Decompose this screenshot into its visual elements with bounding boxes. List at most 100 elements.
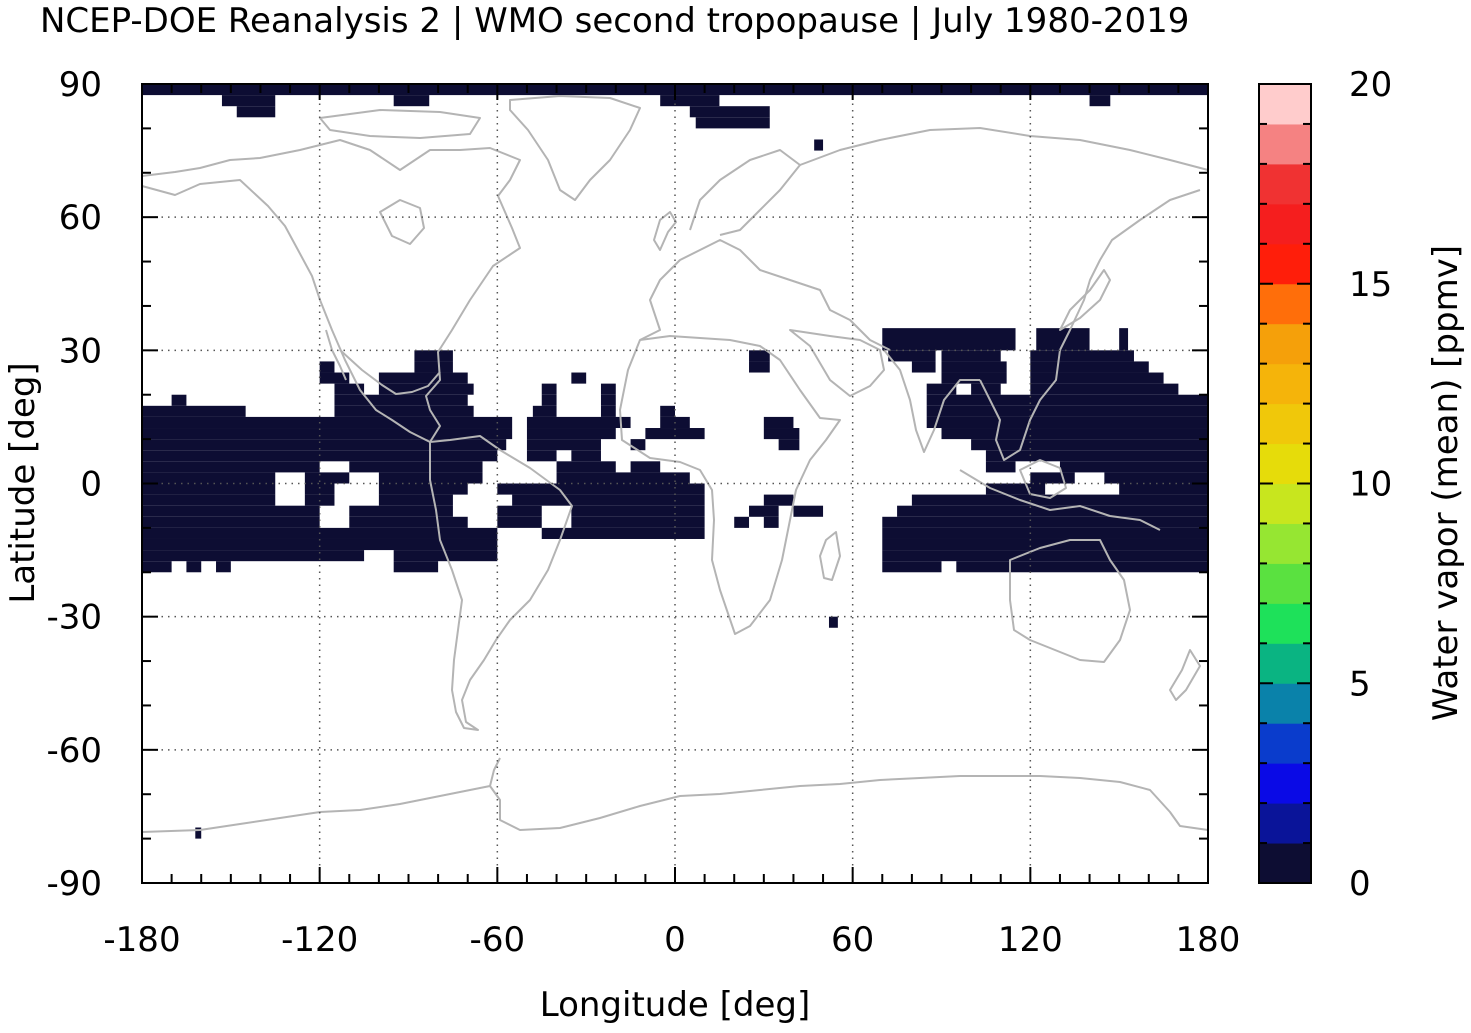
colorbar-swatch <box>1259 483 1311 524</box>
y-axis-label: Latitude [deg] <box>3 362 43 603</box>
heatmap-cell <box>497 505 542 517</box>
heatmap-cell <box>749 361 770 373</box>
heatmap-cell <box>1089 95 1111 107</box>
heatmap-cell <box>334 383 365 395</box>
heatmap-cell <box>695 117 770 129</box>
colorbar-swatch <box>1259 203 1311 245</box>
y-tick-label: -90 <box>46 864 102 904</box>
chart-title: NCEP-DOE Reanalysis 2 | WMO second tropo… <box>40 1 1189 41</box>
heatmap-cell <box>882 516 1208 528</box>
heatmap-cell <box>142 494 276 506</box>
heatmap-cell <box>216 561 231 573</box>
heatmap-cell <box>926 416 1208 429</box>
x-tick-label: -180 <box>103 920 180 960</box>
heatmap-cell <box>1030 472 1075 484</box>
heatmap-cell <box>882 561 942 573</box>
x-tick-label: 0 <box>664 920 686 960</box>
colorbar <box>1258 83 1312 884</box>
x-tick-label: 60 <box>831 920 874 960</box>
coastline-madagascar <box>819 531 841 581</box>
heatmap-cell <box>911 361 936 373</box>
colorbar-tick-label: 0 <box>1349 864 1371 904</box>
plot-area <box>141 83 1209 884</box>
heatmap-cell <box>600 405 616 417</box>
heatmap-cell <box>414 361 453 373</box>
coastline-japan <box>1059 269 1111 331</box>
heatmap-cell <box>1059 461 1208 473</box>
x-tick-labels: -180 -120 -60 0 60 120 180 <box>103 920 1240 960</box>
heatmap-cell <box>763 494 794 506</box>
heatmap-cell <box>142 516 320 528</box>
heatmap-cell <box>378 483 468 495</box>
heatmap-cell <box>600 383 616 395</box>
coastline-new-zealand <box>1169 649 1201 701</box>
colorbar-swatch <box>1259 323 1311 365</box>
colorbar-tick-label: 15 <box>1349 265 1392 305</box>
coastline-southeast-asia <box>979 189 1201 461</box>
y-tick-label: 30 <box>59 331 102 371</box>
colorbar-swatch <box>1259 403 1311 445</box>
heatmap-cell <box>1030 361 1149 373</box>
x-tick-label: -120 <box>281 920 358 960</box>
y-tick-label: -30 <box>46 598 102 638</box>
heatmap-cell <box>408 527 498 539</box>
coastline-europe <box>639 239 891 351</box>
heatmap-cell <box>571 450 601 462</box>
heatmap-cell <box>221 95 276 107</box>
heatmap-cell <box>985 450 1208 462</box>
heatmap-cell <box>349 461 483 473</box>
colorbar-swatch <box>1259 363 1311 405</box>
y-tick-labels: -90 -60 -30 0 30 60 90 <box>46 65 102 904</box>
heatmap-cell <box>378 494 453 506</box>
heatmap-cell <box>971 383 1001 395</box>
heatmap-cell <box>532 405 557 417</box>
heatmap-cell <box>526 428 616 440</box>
heatmap-cell <box>142 405 246 417</box>
coastline-uk <box>653 211 677 251</box>
heatmap-cell <box>541 394 557 406</box>
heatmap-cell <box>882 538 1208 551</box>
heatmap-cell <box>556 461 616 473</box>
heatmap-cell <box>941 428 1208 440</box>
colorbar-swatch <box>1259 443 1311 484</box>
plot-frame <box>141 83 1209 884</box>
coastline-antarctic-peninsula <box>489 757 501 787</box>
colorbar-swatch <box>1259 523 1311 564</box>
heatmap-cell <box>828 616 838 628</box>
coastline-scandinavia <box>689 149 801 236</box>
heatmap-cell <box>541 527 705 539</box>
coastline-north-america <box>141 139 521 443</box>
coastline-antarctica <box>141 775 1209 833</box>
heatmap-cell <box>414 350 453 362</box>
heatmap-cell <box>142 483 276 495</box>
heatmap-cell <box>985 461 1016 473</box>
colorbar-swatch <box>1259 243 1311 285</box>
heatmap-cell <box>334 405 474 417</box>
heatmap-cell <box>689 106 770 118</box>
x-tick-label: -60 <box>470 920 526 960</box>
y-tick-label: 90 <box>59 65 102 105</box>
coastline-australia <box>1009 539 1131 663</box>
heatmap-cell <box>1119 328 1129 351</box>
coastline-south-america <box>429 435 573 731</box>
heatmap-cell <box>171 394 187 406</box>
heatmap-cell <box>971 439 1208 451</box>
colorbar-swatch <box>1259 283 1311 325</box>
heatmap-cell <box>497 483 705 495</box>
heatmap-cell <box>882 328 1016 351</box>
heatmap-cell <box>645 428 705 440</box>
heatmap-cell <box>926 394 1208 406</box>
heatmap-cell <box>941 361 1007 373</box>
heatmap-cell <box>888 350 936 362</box>
heatmap-cell <box>897 505 1208 517</box>
heatmap-cell <box>142 505 320 517</box>
heatmap-cell <box>142 461 320 473</box>
coastline-india <box>883 349 980 453</box>
heatmap-cell <box>882 527 1208 539</box>
heatmap-cell <box>1119 483 1208 495</box>
heatmap-cell <box>571 505 705 517</box>
heatmap-cell <box>793 505 824 517</box>
heatmap-cell <box>142 416 513 429</box>
heatmap-cell <box>142 561 172 573</box>
colorbar-swatch <box>1259 84 1311 125</box>
